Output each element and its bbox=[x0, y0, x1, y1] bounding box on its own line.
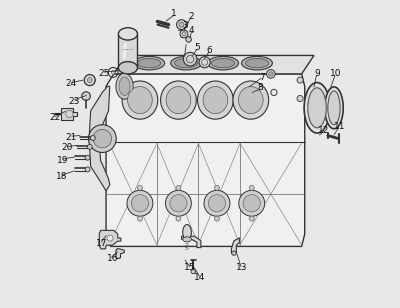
Circle shape bbox=[176, 20, 186, 30]
Text: 24: 24 bbox=[66, 79, 77, 88]
Circle shape bbox=[249, 216, 254, 221]
Ellipse shape bbox=[166, 87, 191, 114]
Circle shape bbox=[214, 216, 220, 221]
Text: 11: 11 bbox=[334, 122, 345, 131]
Ellipse shape bbox=[134, 56, 164, 70]
Circle shape bbox=[266, 70, 275, 78]
Circle shape bbox=[85, 155, 90, 160]
Circle shape bbox=[87, 78, 92, 83]
Text: 18: 18 bbox=[56, 172, 68, 181]
Ellipse shape bbox=[174, 59, 198, 68]
Text: 13: 13 bbox=[236, 263, 247, 273]
Ellipse shape bbox=[122, 81, 158, 119]
Circle shape bbox=[204, 190, 230, 216]
Circle shape bbox=[88, 125, 116, 152]
Circle shape bbox=[208, 195, 226, 212]
Ellipse shape bbox=[242, 56, 272, 70]
Text: 1: 1 bbox=[171, 9, 177, 18]
Polygon shape bbox=[232, 238, 240, 255]
Circle shape bbox=[82, 92, 90, 100]
Circle shape bbox=[170, 195, 187, 212]
Circle shape bbox=[297, 77, 303, 83]
Text: 2: 2 bbox=[188, 12, 194, 22]
Circle shape bbox=[269, 72, 273, 76]
Circle shape bbox=[214, 185, 220, 190]
Text: 9: 9 bbox=[314, 69, 320, 79]
Ellipse shape bbox=[203, 87, 228, 114]
Polygon shape bbox=[99, 230, 121, 249]
Circle shape bbox=[138, 185, 142, 190]
Ellipse shape bbox=[116, 73, 133, 99]
Circle shape bbox=[249, 185, 254, 190]
Circle shape bbox=[297, 95, 303, 102]
Circle shape bbox=[138, 216, 142, 221]
Text: 8: 8 bbox=[257, 83, 263, 92]
FancyBboxPatch shape bbox=[118, 34, 138, 68]
Ellipse shape bbox=[304, 83, 330, 133]
Ellipse shape bbox=[245, 59, 269, 68]
Ellipse shape bbox=[171, 56, 202, 70]
Circle shape bbox=[243, 195, 260, 212]
Circle shape bbox=[111, 71, 115, 74]
Ellipse shape bbox=[118, 62, 138, 74]
Circle shape bbox=[232, 251, 236, 255]
Text: 7: 7 bbox=[259, 72, 264, 82]
Text: 22: 22 bbox=[49, 113, 60, 122]
Circle shape bbox=[186, 37, 191, 42]
Ellipse shape bbox=[208, 56, 238, 70]
Circle shape bbox=[183, 52, 197, 66]
Ellipse shape bbox=[198, 81, 233, 119]
Ellipse shape bbox=[211, 59, 235, 68]
Circle shape bbox=[131, 195, 148, 212]
Polygon shape bbox=[116, 249, 124, 259]
Text: 16: 16 bbox=[106, 254, 118, 263]
Text: 3: 3 bbox=[182, 21, 188, 30]
Circle shape bbox=[191, 270, 195, 274]
Circle shape bbox=[199, 57, 210, 68]
Text: 6: 6 bbox=[206, 46, 212, 55]
Text: 4: 4 bbox=[188, 26, 194, 35]
Text: 21: 21 bbox=[66, 132, 77, 142]
Ellipse shape bbox=[238, 87, 263, 114]
Text: 15: 15 bbox=[184, 263, 196, 273]
Circle shape bbox=[179, 22, 184, 27]
Text: 12: 12 bbox=[318, 126, 330, 136]
Ellipse shape bbox=[183, 237, 191, 242]
Text: 14: 14 bbox=[194, 273, 206, 282]
Ellipse shape bbox=[138, 59, 161, 68]
Ellipse shape bbox=[328, 91, 340, 125]
Ellipse shape bbox=[119, 77, 130, 95]
Circle shape bbox=[176, 216, 181, 221]
Circle shape bbox=[239, 190, 265, 216]
Text: 20: 20 bbox=[61, 143, 73, 152]
Text: 10: 10 bbox=[330, 69, 341, 79]
Polygon shape bbox=[61, 108, 77, 120]
Circle shape bbox=[107, 235, 113, 241]
Ellipse shape bbox=[118, 28, 138, 40]
Ellipse shape bbox=[308, 88, 326, 128]
Text: 19: 19 bbox=[57, 156, 69, 165]
Circle shape bbox=[84, 75, 95, 86]
Text: 25: 25 bbox=[98, 69, 110, 78]
Polygon shape bbox=[89, 86, 110, 191]
Ellipse shape bbox=[160, 81, 196, 119]
Circle shape bbox=[87, 144, 92, 149]
Polygon shape bbox=[106, 74, 305, 246]
Ellipse shape bbox=[233, 81, 269, 119]
Ellipse shape bbox=[128, 87, 152, 114]
Circle shape bbox=[93, 129, 112, 148]
Text: 23: 23 bbox=[69, 96, 80, 106]
Circle shape bbox=[166, 190, 191, 216]
Text: 17: 17 bbox=[96, 239, 107, 248]
Ellipse shape bbox=[183, 225, 191, 240]
Ellipse shape bbox=[325, 87, 343, 129]
Circle shape bbox=[180, 30, 188, 38]
Circle shape bbox=[85, 167, 90, 172]
Polygon shape bbox=[114, 55, 314, 74]
Circle shape bbox=[127, 190, 153, 216]
Polygon shape bbox=[182, 236, 201, 248]
Text: 5: 5 bbox=[194, 43, 200, 52]
Circle shape bbox=[176, 185, 181, 190]
Circle shape bbox=[90, 136, 95, 140]
